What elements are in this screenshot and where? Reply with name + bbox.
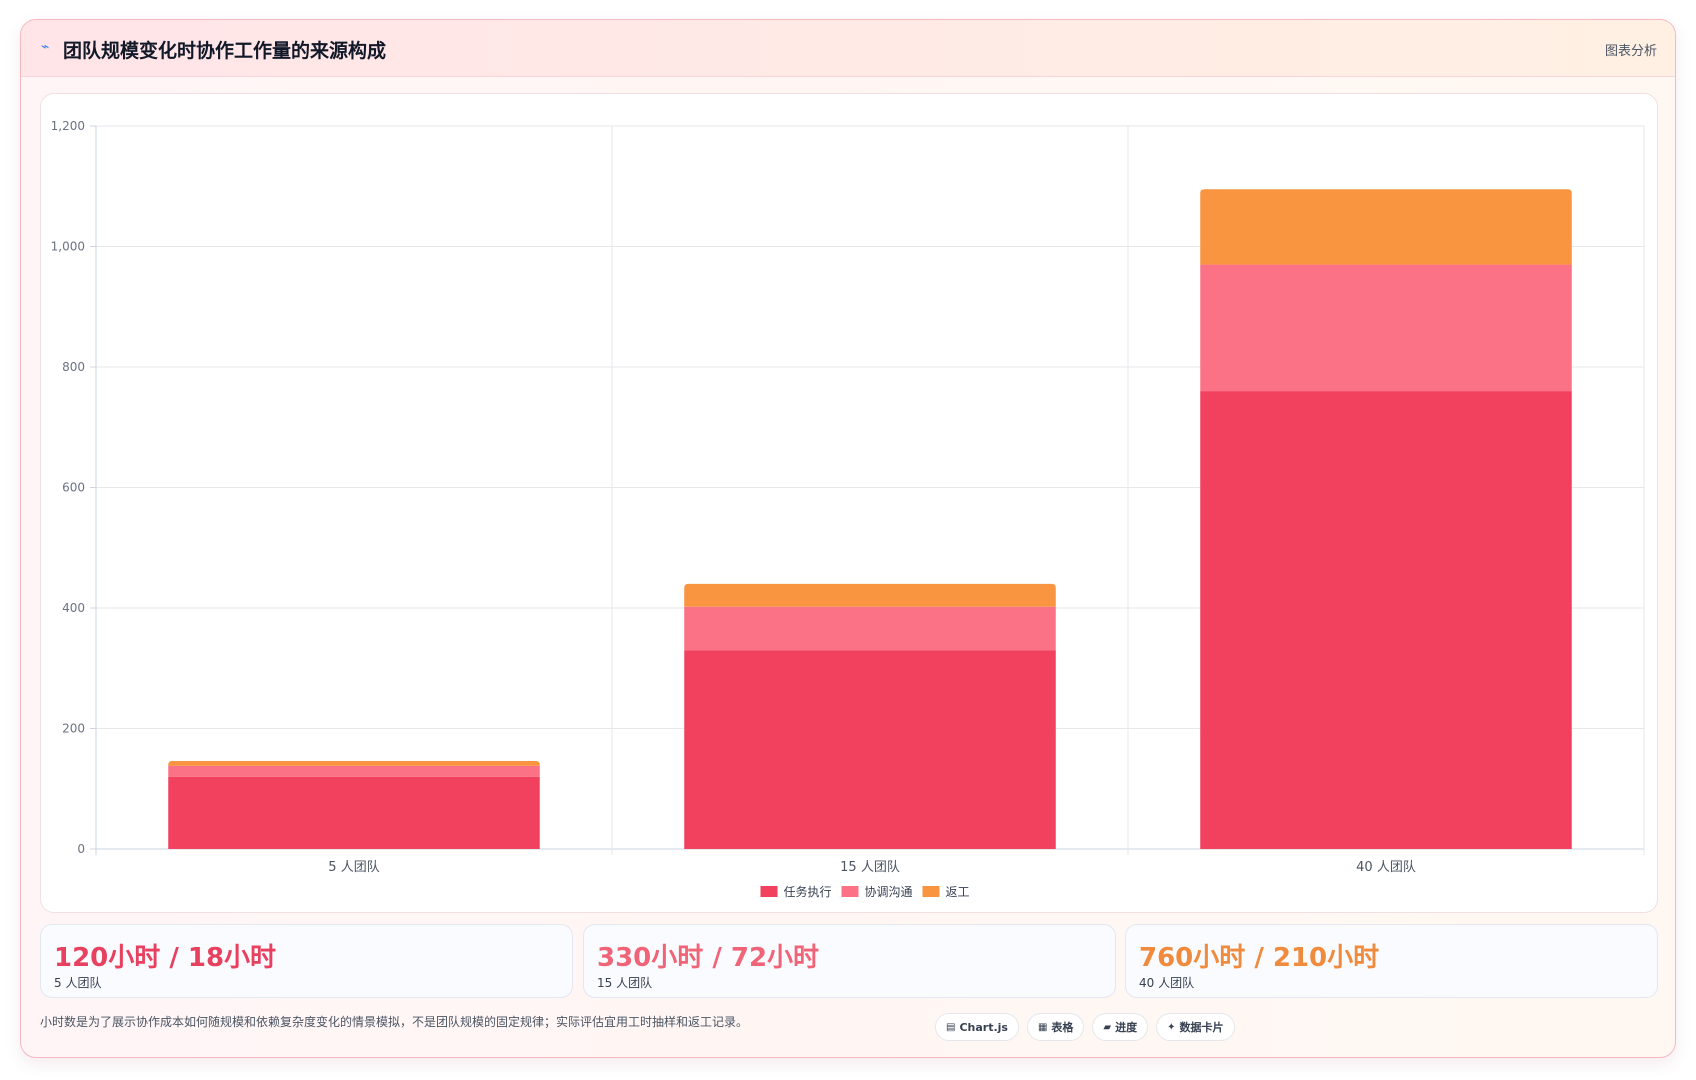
bar-segment bbox=[1200, 264, 1572, 392]
legend-swatch bbox=[922, 886, 940, 897]
chip-label: 进度 bbox=[1115, 1021, 1138, 1034]
y-tick-label: 200 bbox=[62, 722, 85, 736]
chip-label: Chart.js bbox=[959, 1020, 1008, 1034]
chip-data-card[interactable]: ✦ 数据卡片 bbox=[1156, 1013, 1235, 1041]
sparkle-icon: ✦ bbox=[1167, 1021, 1176, 1033]
legend-swatch bbox=[760, 886, 778, 897]
stat-value: 760小时 / 210小时 bbox=[1139, 943, 1380, 973]
chart-card: ⌁ 团队规模变化时协作工作量的来源构成 图表分析 0 200 400 600 800 1,… bbox=[20, 19, 1676, 1058]
y-tick-label: 800 bbox=[62, 360, 85, 374]
stacked-bar-chart: 0 200 400 600 800 1,000 1,200 5 人团队 15 人团队 40 人团队… bbox=[51, 119, 1645, 899]
bar-segment bbox=[1200, 391, 1572, 849]
progress-icon: ▰ bbox=[1103, 1021, 1112, 1033]
chart-panel: 0 200 400 600 800 1,000 1,200 5 人团队 15 人团队 40 人团队… bbox=[40, 93, 1658, 913]
y-tick-label: 0 bbox=[77, 842, 85, 856]
chart-analysis-tag: 图表分析 bbox=[1604, 44, 1657, 59]
feature-chips: ▤ Chart.js ▦ 表格 ▰ 进度 ✦ 数据卡片 bbox=[935, 1013, 1235, 1041]
stat-value: 120小时 / 18小时 bbox=[54, 943, 277, 973]
chip-label: 数据卡片 bbox=[1179, 1021, 1224, 1034]
bar-segment bbox=[684, 606, 1056, 651]
legend-label: 任务执行 bbox=[784, 884, 832, 899]
stat-label: 15 人团队 bbox=[597, 976, 653, 990]
legend-label: 返工 bbox=[946, 885, 970, 899]
bar-segment bbox=[1200, 189, 1572, 265]
stat-card-15: 330小时 / 72小时 15 人团队 bbox=[583, 924, 1116, 998]
y-tick-label: 1,200 bbox=[51, 119, 85, 133]
table-icon: ▦ bbox=[1037, 1021, 1048, 1033]
bar-segment bbox=[168, 761, 540, 766]
bar-segment bbox=[684, 650, 1056, 849]
x-tick-label: 5 人团队 bbox=[328, 860, 379, 875]
y-tick-label: 400 bbox=[62, 601, 85, 615]
card-title: 团队规模变化时协作工作量的来源构成 bbox=[63, 40, 387, 62]
legend-swatch bbox=[841, 886, 859, 897]
stat-value: 330小时 / 72小时 bbox=[597, 943, 820, 973]
stat-label: 40 人团队 bbox=[1139, 976, 1195, 990]
x-tick-label: 15 人团队 bbox=[840, 860, 900, 875]
x-tick-label: 40 人团队 bbox=[1356, 860, 1416, 875]
stat-card-40: 760小时 / 210小时 40 人团队 bbox=[1125, 924, 1658, 998]
bar-segment bbox=[168, 776, 540, 849]
chart-icon: ▤ bbox=[946, 1021, 956, 1033]
chip-chartjs[interactable]: ▤ Chart.js bbox=[935, 1013, 1019, 1041]
bar-segment bbox=[684, 583, 1056, 607]
footnote: 小时数是为了展示协作成本如何随规模和依赖复杂度变化的情景模拟，不是团队规模的固定… bbox=[40, 1015, 749, 1029]
stat-card-5: 120小时 / 18小时 5 人团队 bbox=[40, 924, 573, 998]
y-tick-label: 600 bbox=[62, 481, 85, 495]
legend-label: 协调沟通 bbox=[865, 884, 913, 899]
chip-table[interactable]: ▦ 表格 bbox=[1026, 1013, 1085, 1041]
chip-progress[interactable]: ▰ 进度 bbox=[1092, 1013, 1149, 1041]
card-header: ⌁ 团队规模变化时协作工作量的来源构成 图表分析 bbox=[21, 20, 1675, 77]
chart-line-icon: ⌁ bbox=[41, 39, 50, 55]
stat-label: 5 人团队 bbox=[54, 976, 102, 990]
bar-segment bbox=[168, 765, 540, 777]
chip-label: 表格 bbox=[1051, 1021, 1074, 1034]
y-tick-label: 1,000 bbox=[51, 240, 85, 254]
